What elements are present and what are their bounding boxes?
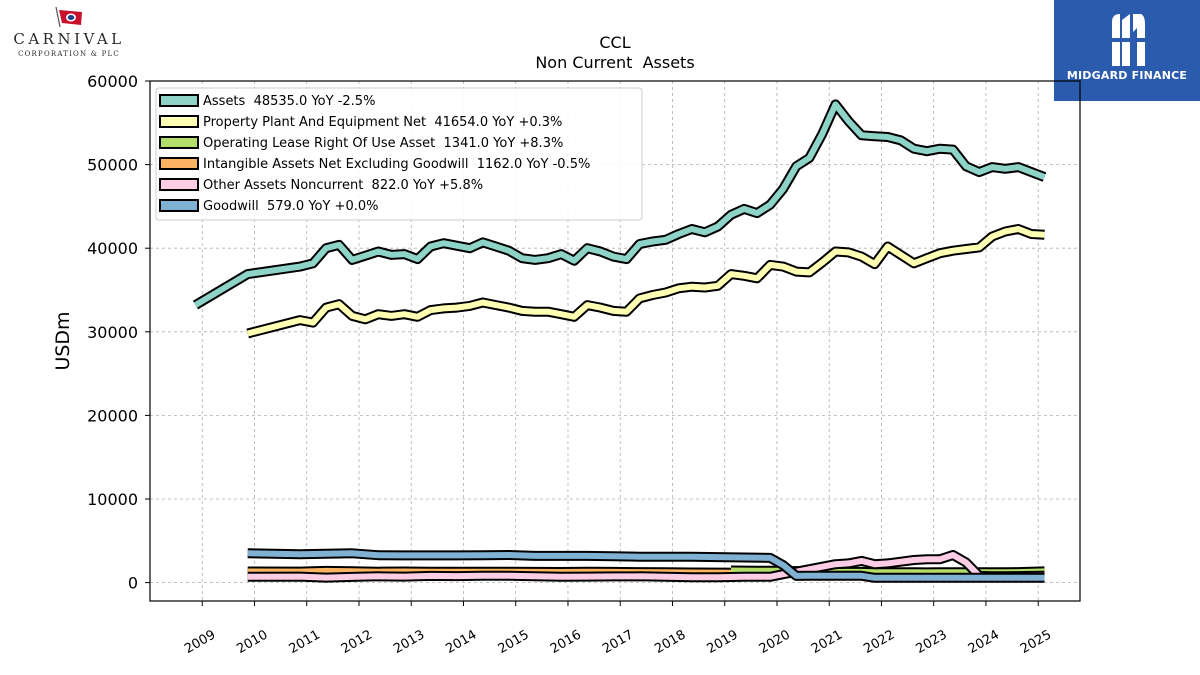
carnival-flag-icon — [55, 6, 82, 28]
x-tick-label: 2019 — [705, 627, 741, 657]
midgard-logo: MIDGARD FINANCE — [1054, 0, 1200, 101]
x-tick-label: 2015 — [496, 627, 532, 657]
x-tick-label: 2010 — [234, 627, 270, 657]
x-tick-label: 2009 — [182, 627, 218, 657]
legend-swatch — [159, 136, 199, 149]
x-tick-label: 2024 — [966, 627, 1002, 657]
carnival-wordmark: CARNIVAL — [13, 30, 125, 48]
plot-frame — [149, 80, 1081, 602]
y-tick-label: 10000 — [87, 490, 138, 509]
x-tick-label: 2016 — [548, 627, 584, 657]
midgard-emblem-icon — [1108, 14, 1148, 66]
x-tick-label: 2025 — [1018, 627, 1054, 657]
x-tick-label: 2020 — [757, 627, 793, 657]
legend-label: Goodwill 579.0 YoY +0.0% — [203, 199, 378, 214]
y-tick-label: 30000 — [87, 323, 138, 342]
carnival-subtitle: CORPORATION & PLC — [18, 50, 120, 58]
midgard-wordmark: MIDGARD FINANCE — [1066, 69, 1188, 82]
x-tick-label: 2023 — [914, 627, 950, 657]
series-line-0 — [193, 101, 1046, 308]
x-tick-label: 2021 — [809, 627, 845, 657]
legend-label: Assets 48535.0 YoY -2.5% — [203, 94, 375, 109]
y-tick-label: 0 — [128, 574, 138, 593]
x-tick-label: 2011 — [287, 627, 323, 657]
x-tick-label: 2018 — [652, 627, 688, 657]
series-line-4 — [247, 552, 1045, 581]
x-tick-label: 2022 — [861, 627, 897, 657]
chart-subtitle: Non Current Assets — [535, 53, 694, 72]
legend-label: Operating Lease Right Of Use Asset 1341.… — [203, 136, 563, 151]
chart-title: CCL — [599, 33, 630, 52]
legend-label: Other Assets Noncurrent 822.0 YoY +5.8% — [203, 178, 483, 193]
y-tick-label: 20000 — [87, 406, 138, 425]
legend-label: Intangible Assets Net Excluding Goodwill… — [203, 157, 590, 172]
legend: Assets 48535.0 YoY -2.5% Property Plant A… — [155, 87, 643, 221]
x-tick-label: 2012 — [339, 627, 375, 657]
legend-box — [155, 87, 643, 221]
legend-swatch — [159, 115, 199, 128]
y-tick-label: 40000 — [87, 239, 138, 258]
series-line-5 — [247, 550, 1045, 581]
x-tick-label: 2014 — [443, 627, 479, 657]
legend-swatch — [159, 94, 199, 107]
x-tick-label: 2017 — [600, 627, 636, 657]
x-tick-label: 2013 — [391, 627, 427, 657]
series-line-1 — [246, 226, 1045, 337]
carnival-logo: CARNIVAL CORPORATION & PLC — [4, 6, 134, 58]
legend-label: Property Plant And Equipment Net 41654.0… — [203, 115, 562, 130]
y-axis-label: USDm — [52, 311, 74, 370]
legend-swatch — [159, 199, 199, 212]
legend-swatch — [159, 157, 199, 170]
y-tick-label: 50000 — [87, 156, 138, 175]
legend-swatch — [159, 178, 199, 191]
y-tick-label: 60000 — [87, 72, 138, 91]
